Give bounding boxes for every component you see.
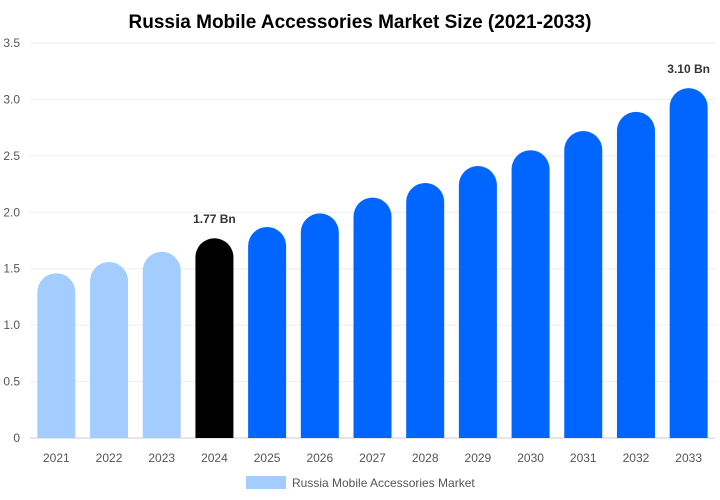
x-tick-label: 2024 [201,451,228,465]
data-label: 3.10 Bn [667,62,710,76]
bar-2029[interactable] [458,166,497,438]
chart-title: Russia Mobile Accessories Market Size (2… [129,12,592,33]
y-tick-label: 0 [13,431,20,445]
bar-2031[interactable] [564,131,603,438]
x-tick-label: 2031 [570,451,597,465]
bar-2026[interactable] [300,213,339,438]
x-tick-label: 2033 [675,451,702,465]
y-tick-label: 1.5 [3,262,20,276]
x-tick-label: 2023 [148,451,175,465]
x-tick-label: 2021 [43,451,70,465]
x-tick-label: 2027 [359,451,386,465]
y-tick-label: 3.5 [3,36,20,50]
bar-2028[interactable] [406,182,445,438]
x-tick-label: 2028 [412,451,439,465]
y-tick-label: 1.0 [3,318,20,332]
y-tick-label: 0.5 [3,375,20,389]
x-tick-label: 2022 [96,451,123,465]
data-label: 1.77 Bn [193,212,236,226]
y-tick-label: 2.5 [3,149,20,163]
x-tick-label: 2030 [517,451,544,465]
bar-2021[interactable] [37,273,76,438]
bar-2027[interactable] [353,197,392,438]
bar-2033[interactable] [669,88,708,438]
legend-swatch [246,476,286,489]
x-tick-label: 2029 [465,451,492,465]
bar-2032[interactable] [616,111,655,438]
bar-2022[interactable] [90,261,129,438]
bar-2030[interactable] [511,150,550,438]
bar-2025[interactable] [248,226,287,438]
x-tick-label: 2032 [623,451,650,465]
y-tick-label: 2.0 [3,205,20,219]
x-tick-label: 2025 [254,451,281,465]
bar-2024[interactable] [195,238,234,438]
x-tick-label: 2026 [306,451,333,465]
bar-2023[interactable] [142,251,181,438]
legend-label: Russia Mobile Accessories Market [292,476,475,490]
y-tick-label: 3.0 [3,92,20,106]
legend[interactable]: Russia Mobile Accessories Market [246,476,475,490]
